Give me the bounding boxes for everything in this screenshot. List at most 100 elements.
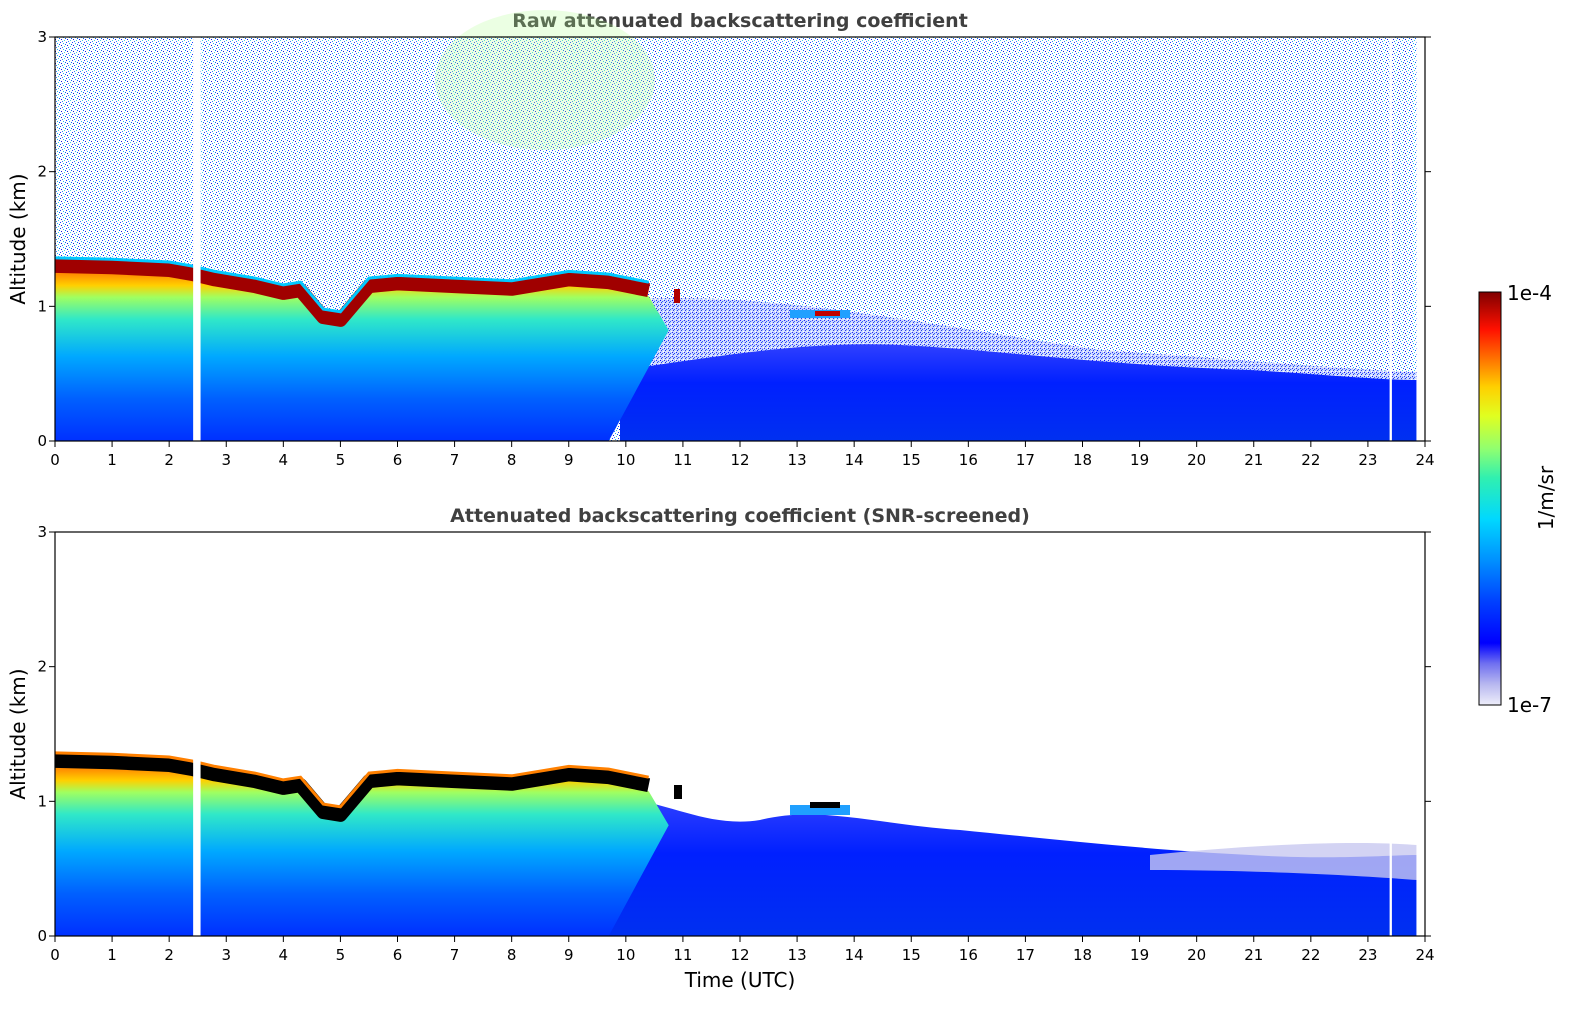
raw-cloud-layer [54, 258, 651, 327]
x-tick-label: 12 [730, 946, 749, 964]
x-tick-label: 0 [50, 946, 60, 964]
raw-boundary-layer [620, 344, 1417, 441]
data-gap [193, 37, 201, 441]
screened-heatmap-area [54, 532, 1425, 936]
screened-faint-edge [1150, 843, 1417, 880]
x-tick-label: 9 [564, 946, 574, 964]
x-tick-label: 17 [1016, 451, 1035, 469]
x-tick-label: 13 [788, 946, 807, 964]
x-tick-label: 20 [1187, 451, 1206, 469]
x-tick-label: 22 [1301, 451, 1320, 469]
x-tick-label: 4 [279, 946, 289, 964]
x-tick-label: 24 [1415, 451, 1434, 469]
x-tick-label: 14 [845, 946, 864, 964]
raw-cloud-layer-edge [54, 256, 649, 314]
screened-panel-title: Attenuated backscattering coefficient (S… [450, 505, 1030, 527]
x-tick-label: 8 [507, 946, 517, 964]
x-tick-label: 6 [393, 451, 403, 469]
x-tick-label: 1 [107, 946, 117, 964]
screened-aerosol-profile [55, 766, 669, 936]
colorbar-max-label: 1e-4 [1507, 281, 1552, 305]
screened-cloud-13utc [790, 805, 850, 815]
raw-heatmap-area [54, 10, 1425, 441]
y-tick-label: 1 [37, 297, 47, 315]
x-tick-label: 1 [107, 451, 117, 469]
x-tick-label: 11 [673, 946, 692, 964]
screened-cloud-blob-11utc [674, 785, 682, 799]
x-tick-label: 10 [616, 451, 635, 469]
x-tick-label: 0 [50, 451, 60, 469]
x-tick-label: 13 [788, 451, 807, 469]
colorbar-min-label: 1e-7 [1507, 693, 1552, 717]
screened-data-gaps [193, 532, 1392, 936]
x-tick-label: 6 [393, 946, 403, 964]
x-tick-label: 18 [1073, 451, 1092, 469]
y-tick-label: 1 [37, 792, 47, 810]
data-gap [1389, 532, 1392, 936]
x-tick-label: 10 [616, 946, 635, 964]
colorbar-gradient [1478, 291, 1502, 706]
x-tick-label: 7 [450, 946, 460, 964]
x-tick-label: 23 [1358, 946, 1377, 964]
x-tick-label: 2 [164, 451, 174, 469]
y-tick-label: 2 [37, 658, 47, 676]
x-tick-label: 21 [1244, 451, 1263, 469]
raw-data-gaps [193, 37, 1392, 441]
raw-y-axis-label: Altitude (km) [6, 173, 30, 304]
screened-x-axis: 0 1 2 3 4 5 6 7 8 9 10 11 12 13 14 15 16 17 18 19 20 21 22 23 24 [50, 936, 1435, 964]
data-gap [1389, 37, 1392, 441]
raw-panel-title: Raw attenuated backscattering coefficien… [512, 10, 968, 32]
x-tick-label: 15 [902, 451, 921, 469]
x-tick-label: 12 [730, 451, 749, 469]
x-tick-label: 7 [450, 451, 460, 469]
x-tick-label: 3 [221, 946, 231, 964]
x-tick-label: 4 [279, 451, 289, 469]
screened-cloud-layer [54, 753, 651, 822]
screened-y-axis: 0 1 2 3 [37, 523, 1431, 945]
x-tick-label: 8 [507, 451, 517, 469]
raw-cloud-13utc-core [815, 311, 840, 316]
screened-boundary-layer [600, 798, 1417, 936]
x-tick-label: 22 [1301, 946, 1320, 964]
x-axis-label: Time (UTC) [684, 968, 796, 992]
x-tick-label: 19 [1130, 946, 1149, 964]
screened-y-axis-label: Altitude (km) [6, 668, 30, 799]
screened-backscatter-panel: Attenuated backscattering coefficient (S… [6, 505, 1435, 992]
y-tick-label: 3 [37, 523, 47, 541]
raw-cloud-blob-11utc [674, 289, 680, 303]
x-tick-label: 2 [164, 946, 174, 964]
x-tick-label: 24 [1415, 946, 1434, 964]
raw-aerosol-profile [55, 271, 669, 441]
screened-cloud-layer-edge [54, 751, 649, 809]
raw-y-axis: 0 1 2 3 [37, 28, 1431, 450]
raw-aerosol-patch [435, 10, 655, 150]
x-tick-label: 19 [1130, 451, 1149, 469]
raw-no-data-region [1416, 37, 1425, 441]
x-tick-label: 18 [1073, 946, 1092, 964]
raw-x-axis: 0 1 2 3 4 5 6 7 8 9 10 11 12 13 14 15 16 17 18 19 20 21 22 23 24 [50, 441, 1435, 469]
x-tick-label: 11 [673, 451, 692, 469]
raw-backscatter-panel: Raw attenuated backscattering coefficien… [6, 10, 1435, 469]
y-tick-label: 3 [37, 28, 47, 46]
x-tick-label: 5 [336, 946, 346, 964]
y-tick-label: 2 [37, 163, 47, 181]
x-tick-label: 16 [959, 946, 978, 964]
x-tick-label: 17 [1016, 946, 1035, 964]
x-tick-label: 5 [336, 451, 346, 469]
y-tick-label: 0 [37, 432, 47, 450]
x-tick-label: 15 [902, 946, 921, 964]
x-tick-label: 3 [221, 451, 231, 469]
y-tick-label: 0 [37, 927, 47, 945]
colorbar-unit-label: 1/m/sr [1534, 465, 1558, 530]
screened-no-data-region [1416, 532, 1425, 936]
colorbar: 1e-4 1e-7 1/m/sr [1478, 281, 1558, 717]
x-tick-label: 16 [959, 451, 978, 469]
screened-cloud-13utc-core [810, 802, 840, 808]
x-tick-label: 23 [1358, 451, 1377, 469]
x-tick-label: 9 [564, 451, 574, 469]
x-tick-label: 21 [1244, 946, 1263, 964]
data-gap [193, 532, 201, 936]
x-tick-label: 14 [845, 451, 864, 469]
x-tick-label: 20 [1187, 946, 1206, 964]
